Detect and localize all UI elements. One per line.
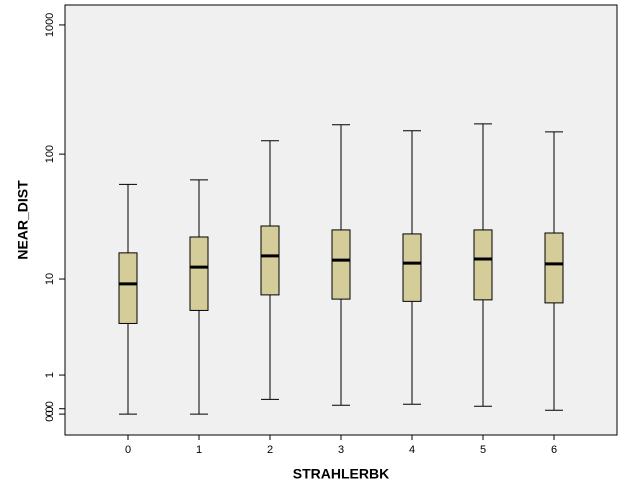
x-tick-label: 0 — [125, 444, 131, 456]
x-tick-label: 2 — [267, 444, 273, 456]
x-tick-label: 5 — [480, 444, 486, 456]
y-tick-label: 0.0 — [44, 406, 56, 421]
box — [402, 233, 422, 302]
y-tick-label: 1 — [44, 372, 56, 378]
box — [544, 232, 564, 304]
box — [189, 236, 209, 311]
box — [260, 225, 280, 296]
y-tick-label: 10 — [44, 273, 56, 285]
y-tick-label: 0.0 — [44, 401, 56, 416]
box — [473, 229, 493, 301]
x-tick-label: 3 — [338, 444, 344, 456]
x-axis-title: STRAHLERBK — [293, 466, 389, 482]
box — [118, 252, 138, 324]
x-tick-label: 6 — [551, 444, 557, 456]
y-tick-label: 1000 — [44, 13, 56, 37]
x-tick-label: 1 — [196, 444, 202, 456]
y-axis-title: NEAR_DIST — [15, 180, 31, 260]
y-tick-label: 100 — [44, 145, 56, 163]
box — [331, 229, 351, 300]
x-tick-label: 4 — [409, 444, 415, 456]
